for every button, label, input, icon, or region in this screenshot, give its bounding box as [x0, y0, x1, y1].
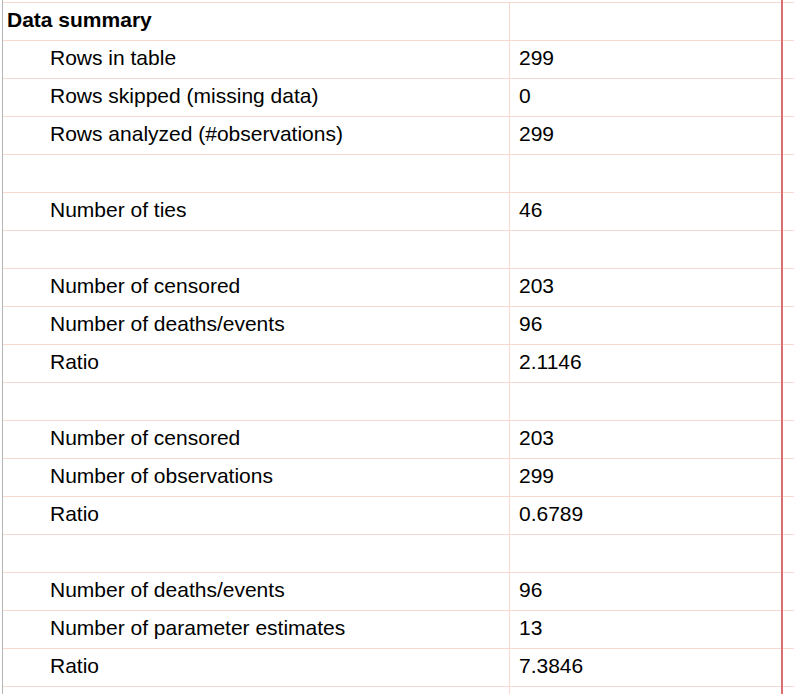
label-cell[interactable]: Rows skipped (missing data) [3, 79, 510, 116]
value-cell[interactable]: 299 [510, 117, 794, 154]
table-row: Ratio 2.1146 [3, 345, 794, 383]
row-value: 46 [519, 198, 542, 222]
table-row: Data summary [3, 3, 794, 41]
value-cell[interactable]: 96 [510, 573, 794, 610]
table-row [3, 155, 794, 193]
table-row: Number of censored 203 [3, 421, 794, 459]
row-value: 0 [519, 84, 531, 108]
row-label: Ratio [50, 502, 99, 526]
table-row: Rows analyzed (#observations) 299 [3, 117, 794, 155]
row-value: 299 [519, 464, 554, 488]
row-label: Rows in table [50, 46, 176, 70]
row-value: 96 [519, 312, 542, 336]
label-cell[interactable]: Rows in table [3, 41, 510, 78]
table-row: Number of ties 46 [3, 193, 794, 231]
label-cell[interactable]: Ratio [3, 497, 510, 534]
label-cell[interactable] [3, 383, 510, 420]
row-label: Rows analyzed (#observations) [50, 122, 343, 146]
table-row: Number of censored 203 [3, 269, 794, 307]
row-value: 96 [519, 578, 542, 602]
table-row: Number of deaths/events 96 [3, 573, 794, 611]
row-value: 2.1146 [519, 350, 582, 374]
row-value: 13 [519, 616, 542, 640]
label-cell[interactable]: Number of ties [3, 193, 510, 230]
value-cell[interactable] [510, 687, 794, 694]
row-label: Number of ties [50, 198, 187, 222]
table-row: Ratio 7.3846 [3, 649, 794, 687]
row-value: 203 [519, 426, 554, 450]
row-label: Rows skipped (missing data) [50, 84, 318, 108]
row-label: Ratio [50, 654, 99, 678]
table-row: Ratio 0.6789 [3, 497, 794, 535]
row-value: 299 [519, 46, 554, 70]
table-row [3, 687, 794, 694]
label-cell[interactable] [3, 687, 510, 694]
table-row: Number of deaths/events 96 [3, 307, 794, 345]
value-cell[interactable]: 203 [510, 421, 794, 458]
value-cell[interactable] [510, 3, 794, 40]
value-cell[interactable]: 0.6789 [510, 497, 794, 534]
label-cell[interactable]: Number of parameter estimates [3, 611, 510, 648]
table-row [3, 383, 794, 421]
value-cell[interactable] [510, 231, 794, 268]
row-label: Number of censored [50, 274, 240, 298]
table-row [3, 231, 794, 269]
value-cell[interactable]: 299 [510, 459, 794, 496]
table-row: Rows skipped (missing data) 0 [3, 79, 794, 117]
row-value: 299 [519, 122, 554, 146]
table-row: Number of observations 299 [3, 459, 794, 497]
label-cell[interactable]: Ratio [3, 649, 510, 686]
row-label: Ratio [50, 350, 99, 374]
row-label: Number of deaths/events [50, 312, 285, 336]
value-cell[interactable] [510, 535, 794, 572]
value-cell[interactable]: 0 [510, 79, 794, 116]
label-cell[interactable] [3, 535, 510, 572]
label-cell[interactable] [3, 231, 510, 268]
value-cell[interactable]: 7.3846 [510, 649, 794, 686]
row-label: Number of observations [50, 464, 273, 488]
value-cell[interactable]: 96 [510, 307, 794, 344]
label-cell[interactable]: Rows analyzed (#observations) [3, 117, 510, 154]
label-cell[interactable] [3, 155, 510, 192]
table-row: Number of parameter estimates 13 [3, 611, 794, 649]
row-value: 0.6789 [519, 502, 583, 526]
value-cell[interactable]: 203 [510, 269, 794, 306]
value-cell[interactable]: 46 [510, 193, 794, 230]
value-cell[interactable]: 299 [510, 41, 794, 78]
row-value: 203 [519, 274, 554, 298]
table-title: Data summary [7, 8, 152, 32]
label-cell[interactable]: Number of deaths/events [3, 307, 510, 344]
row-label: Number of parameter estimates [50, 616, 345, 640]
value-cell[interactable] [510, 155, 794, 192]
label-cell[interactable]: Number of censored [3, 269, 510, 306]
data-summary-table: Data summary Rows in table 299 Rows skip… [3, 2, 794, 694]
spreadsheet-area: Data summary Rows in table 299 Rows skip… [0, 0, 794, 694]
row-label: Number of censored [50, 426, 240, 450]
value-cell[interactable]: 13 [510, 611, 794, 648]
label-cell[interactable]: Number of deaths/events [3, 573, 510, 610]
row-value: 7.3846 [519, 654, 583, 678]
table-row: Rows in table 299 [3, 41, 794, 79]
table-title-cell[interactable]: Data summary [3, 3, 510, 40]
label-cell[interactable]: Ratio [3, 345, 510, 382]
row-label: Number of deaths/events [50, 578, 285, 602]
value-cell[interactable] [510, 383, 794, 420]
label-cell[interactable]: Number of censored [3, 421, 510, 458]
value-cell[interactable]: 2.1146 [510, 345, 794, 382]
label-cell[interactable]: Number of observations [3, 459, 510, 496]
table-row [3, 535, 794, 573]
